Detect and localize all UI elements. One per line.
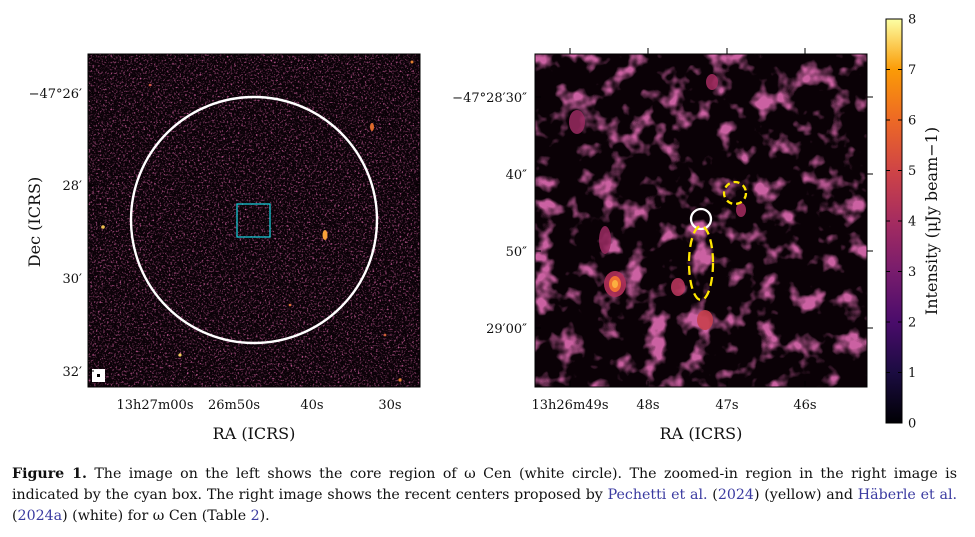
caption-label: Figure 1. xyxy=(12,466,87,482)
colorbar-title: Intensity (μJy beam−1) xyxy=(922,127,941,315)
right-image-blobs xyxy=(535,54,867,387)
table-reference[interactable]: 2 xyxy=(250,508,260,524)
right-y-tick-3: 29′00″ xyxy=(486,322,527,337)
colorbar-tick-label: 3 xyxy=(908,265,916,280)
right-panel-frame xyxy=(534,53,868,388)
caption-paren-2-open: ( xyxy=(12,508,18,524)
left-y-tick-0: −47°26′ xyxy=(29,87,82,102)
citation-haberle-year[interactable]: 2024a xyxy=(17,508,63,524)
left-x-axis-title: RA (ICRS) xyxy=(213,424,296,443)
colorbar-tick-label: 2 xyxy=(908,316,916,331)
left-x-tick-3: 30s xyxy=(378,398,401,413)
left-bright-sources xyxy=(101,60,414,382)
pechetti-center-circle xyxy=(722,180,748,206)
left-y-tick-1: 28′ xyxy=(63,179,83,194)
left-ticks xyxy=(88,54,420,387)
right-x-axis-title: RA (ICRS) xyxy=(660,424,743,443)
figure: −47°26′ 28′ 30′ 32′ 13h27m00s 26m50s 40s… xyxy=(25,13,941,444)
left-panel-frame xyxy=(87,53,421,388)
colorbar: 0 1 2 3 4 5 6 7 8 Intensity (μJy beam−1) xyxy=(885,13,941,432)
haberle-center-circle xyxy=(689,207,713,231)
left-x-tick-2: 40s xyxy=(300,398,323,413)
right-y-tick-1: 40″ xyxy=(506,168,528,183)
caption-paren-2-close: ) (white) for ω Cen (Table xyxy=(62,508,251,524)
left-y-tick-2: 30′ xyxy=(63,272,83,287)
colorbar-tick-label: 4 xyxy=(908,215,916,230)
citation-pechetti[interactable]: Pechetti et al. xyxy=(607,487,708,503)
right-bright-sources xyxy=(569,74,746,330)
caption-text-1: The image on the left shows the core reg… xyxy=(12,466,957,503)
left-x-tick-0: 13h27m00s xyxy=(117,398,194,413)
caption-paren-1-open: ( xyxy=(707,487,718,503)
right-ticks xyxy=(535,48,873,387)
left-y-tick-3: 32′ xyxy=(63,365,83,380)
figure-caption: Figure 1. The image on the left shows th… xyxy=(12,464,957,527)
right-x-tick-2: 47s xyxy=(715,398,738,413)
left-image-noise xyxy=(88,54,420,387)
left-x-tick-1: 26m50s xyxy=(208,398,260,413)
caption-end: ). xyxy=(259,508,270,524)
right-x-tick-0: 13h26m49s xyxy=(532,398,609,413)
colorbar-tick-label: 1 xyxy=(908,366,916,381)
citation-haberle[interactable]: Häberle et al. xyxy=(857,487,957,503)
right-panel: −47°28′30″ 40″ 50″ 29′00″ 13h26m49s 48s … xyxy=(452,48,873,443)
core-region-circle xyxy=(129,95,379,345)
pechetti-center-ellipse xyxy=(687,224,715,302)
colorbar-tick-label: 0 xyxy=(908,417,916,432)
right-y-tick-2: 50″ xyxy=(506,245,528,260)
colorbar-ticks xyxy=(886,18,902,424)
colorbar-tick-label: 8 xyxy=(908,13,916,28)
colorbar-tick-label: 6 xyxy=(908,114,916,129)
caption-paren-1-close: ) (yellow) and xyxy=(753,487,858,503)
citation-pechetti-year[interactable]: 2024 xyxy=(717,487,754,503)
right-x-tick-1: 48s xyxy=(636,398,659,413)
left-panel: −47°26′ 28′ 30′ 32′ 13h27m00s 26m50s 40s… xyxy=(25,53,421,443)
zoom-box xyxy=(236,203,271,238)
right-x-tick-3: 46s xyxy=(793,398,816,413)
colorbar-tick-label: 7 xyxy=(908,63,916,78)
beam-marker-dot xyxy=(97,374,100,377)
left-y-axis-title: Dec (ICRS) xyxy=(25,177,44,267)
colorbar-tick-labels: 0 1 2 3 4 5 6 7 8 xyxy=(908,13,916,432)
colorbar-tick-label: 5 xyxy=(908,164,916,179)
right-y-tick-0: −47°28′30″ xyxy=(452,91,527,106)
